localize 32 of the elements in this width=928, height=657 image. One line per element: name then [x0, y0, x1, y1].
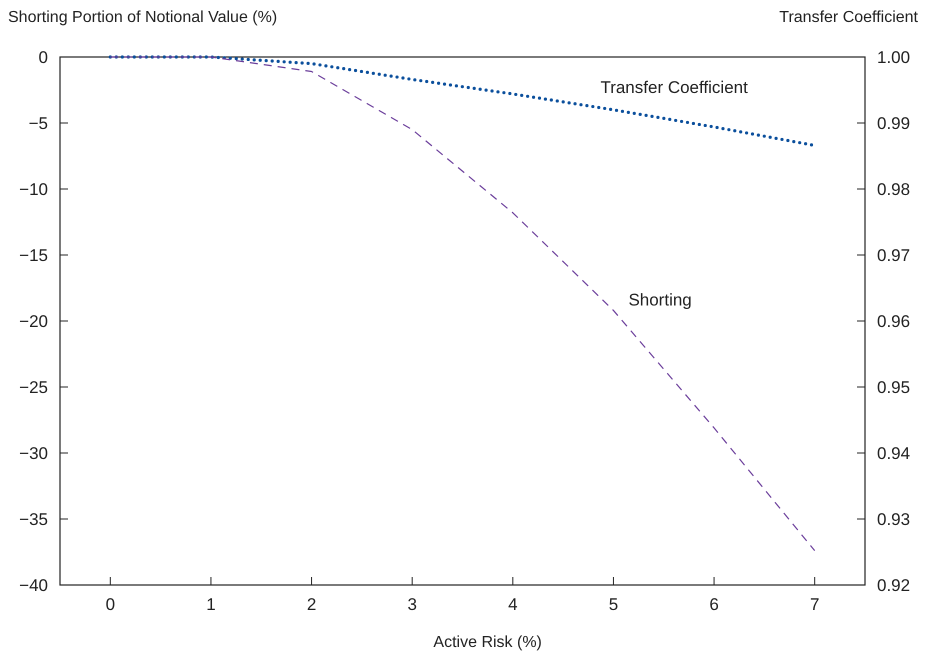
y2-tick-label: 0.99	[877, 114, 910, 133]
y2-tick-label: 0.93	[877, 510, 910, 529]
x-tick-label: 5	[608, 595, 618, 614]
y2-tick-label: 0.96	[877, 312, 910, 331]
y2-tick-label: 1.00	[877, 48, 910, 67]
x-tick-label: 2	[306, 595, 316, 614]
x-tick-label: 0	[106, 595, 116, 614]
line-series	[110, 56, 816, 552]
y-tick-label: 0	[38, 48, 48, 67]
series-label: Shorting	[628, 290, 692, 310]
y2-tick-label: 0.97	[877, 246, 910, 265]
y-tick-label: −40	[19, 576, 48, 595]
y2-tick-label: 0.94	[877, 444, 910, 463]
y2-tick-label: 0.98	[877, 180, 910, 199]
y-tick-label: −25	[19, 378, 48, 397]
y-tick-label: −5	[28, 114, 48, 133]
x-tick-label: 7	[810, 595, 820, 614]
x-axis-title: Active Risk (%)	[433, 634, 542, 651]
y2-axis-title: Transfer Coefficient	[779, 9, 919, 26]
x-tick-label: 6	[709, 595, 719, 614]
y-tick-label: −20	[19, 312, 48, 331]
x-tick-label: 1	[206, 595, 216, 614]
y2-tick-label: 0.95	[877, 378, 910, 397]
y-tick-label: −35	[19, 510, 48, 529]
y-tick-label: −30	[19, 444, 48, 463]
y-tick-label: −15	[19, 246, 48, 265]
y-tick-label: −10	[19, 180, 48, 199]
y-axis-title: Shorting Portion of Notional Value (%)	[8, 9, 278, 26]
x-tick-label: 4	[508, 595, 518, 614]
series-label: Transfer Coefficient	[600, 78, 748, 97]
x-tick-label: 3	[407, 595, 417, 614]
y2-tick-label: 0.92	[877, 576, 910, 595]
